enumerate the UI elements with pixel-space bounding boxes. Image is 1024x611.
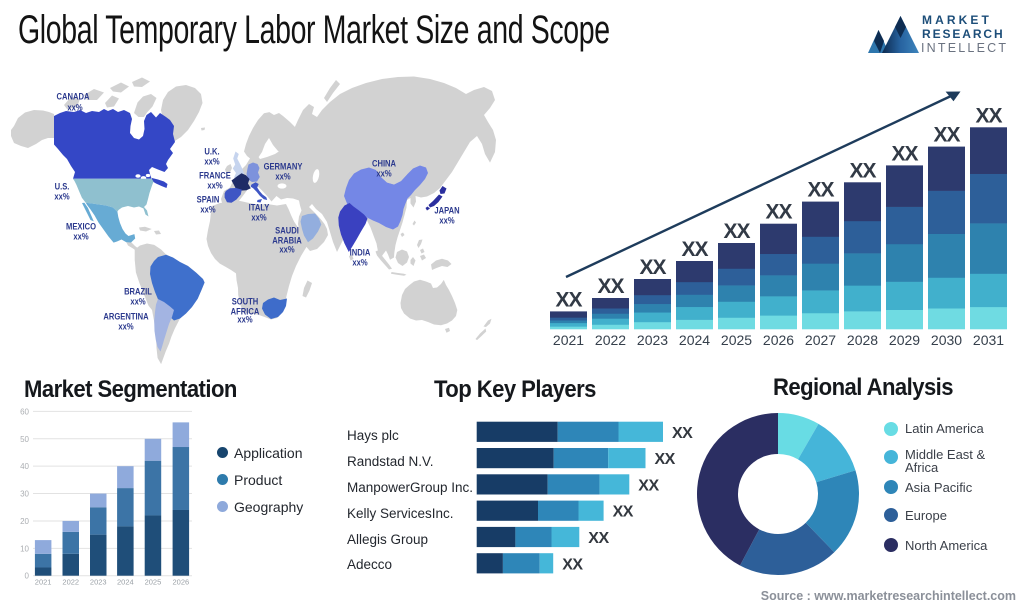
svg-text:2025: 2025 — [145, 578, 162, 587]
svg-text:2027: 2027 — [805, 332, 836, 348]
svg-text:XX: XX — [613, 504, 634, 521]
svg-text:0: 0 — [25, 572, 30, 581]
svg-text:XX: XX — [588, 530, 609, 547]
svg-text:2031: 2031 — [973, 332, 1004, 348]
svg-text:20: 20 — [20, 517, 29, 526]
svg-text:2024: 2024 — [679, 332, 710, 348]
svg-text:2028: 2028 — [847, 332, 878, 348]
svg-text:XX: XX — [765, 201, 792, 224]
svg-text:XX: XX — [555, 288, 582, 311]
svg-text:XX: XX — [655, 451, 676, 468]
svg-text:XX: XX — [723, 220, 750, 243]
svg-text:2030: 2030 — [931, 332, 962, 348]
svg-text:XX: XX — [681, 238, 708, 261]
svg-text:50: 50 — [20, 435, 29, 444]
svg-text:30: 30 — [20, 490, 29, 499]
svg-text:2029: 2029 — [889, 332, 920, 348]
svg-text:XX: XX — [638, 477, 659, 494]
svg-text:10: 10 — [20, 544, 29, 553]
svg-text:XX: XX — [891, 142, 918, 165]
svg-text:XX: XX — [672, 425, 693, 442]
svg-text:40: 40 — [20, 462, 29, 471]
svg-text:2023: 2023 — [90, 578, 107, 587]
svg-text:2022: 2022 — [595, 332, 626, 348]
svg-text:XX: XX — [597, 275, 624, 298]
svg-text:2026: 2026 — [763, 332, 794, 348]
svg-text:2026: 2026 — [173, 578, 190, 587]
svg-text:2023: 2023 — [637, 332, 668, 348]
svg-text:XX: XX — [975, 104, 1002, 127]
svg-text:XX: XX — [849, 159, 876, 182]
svg-text:2021: 2021 — [35, 578, 52, 587]
svg-text:2024: 2024 — [117, 578, 134, 587]
svg-text:2022: 2022 — [62, 578, 79, 587]
svg-text:2025: 2025 — [721, 332, 752, 348]
svg-text:2021: 2021 — [553, 332, 584, 348]
svg-text:XX: XX — [562, 556, 583, 573]
svg-text:XX: XX — [933, 124, 960, 147]
svg-text:60: 60 — [20, 407, 29, 416]
svg-text:XX: XX — [639, 256, 666, 279]
svg-text:XX: XX — [807, 179, 834, 202]
